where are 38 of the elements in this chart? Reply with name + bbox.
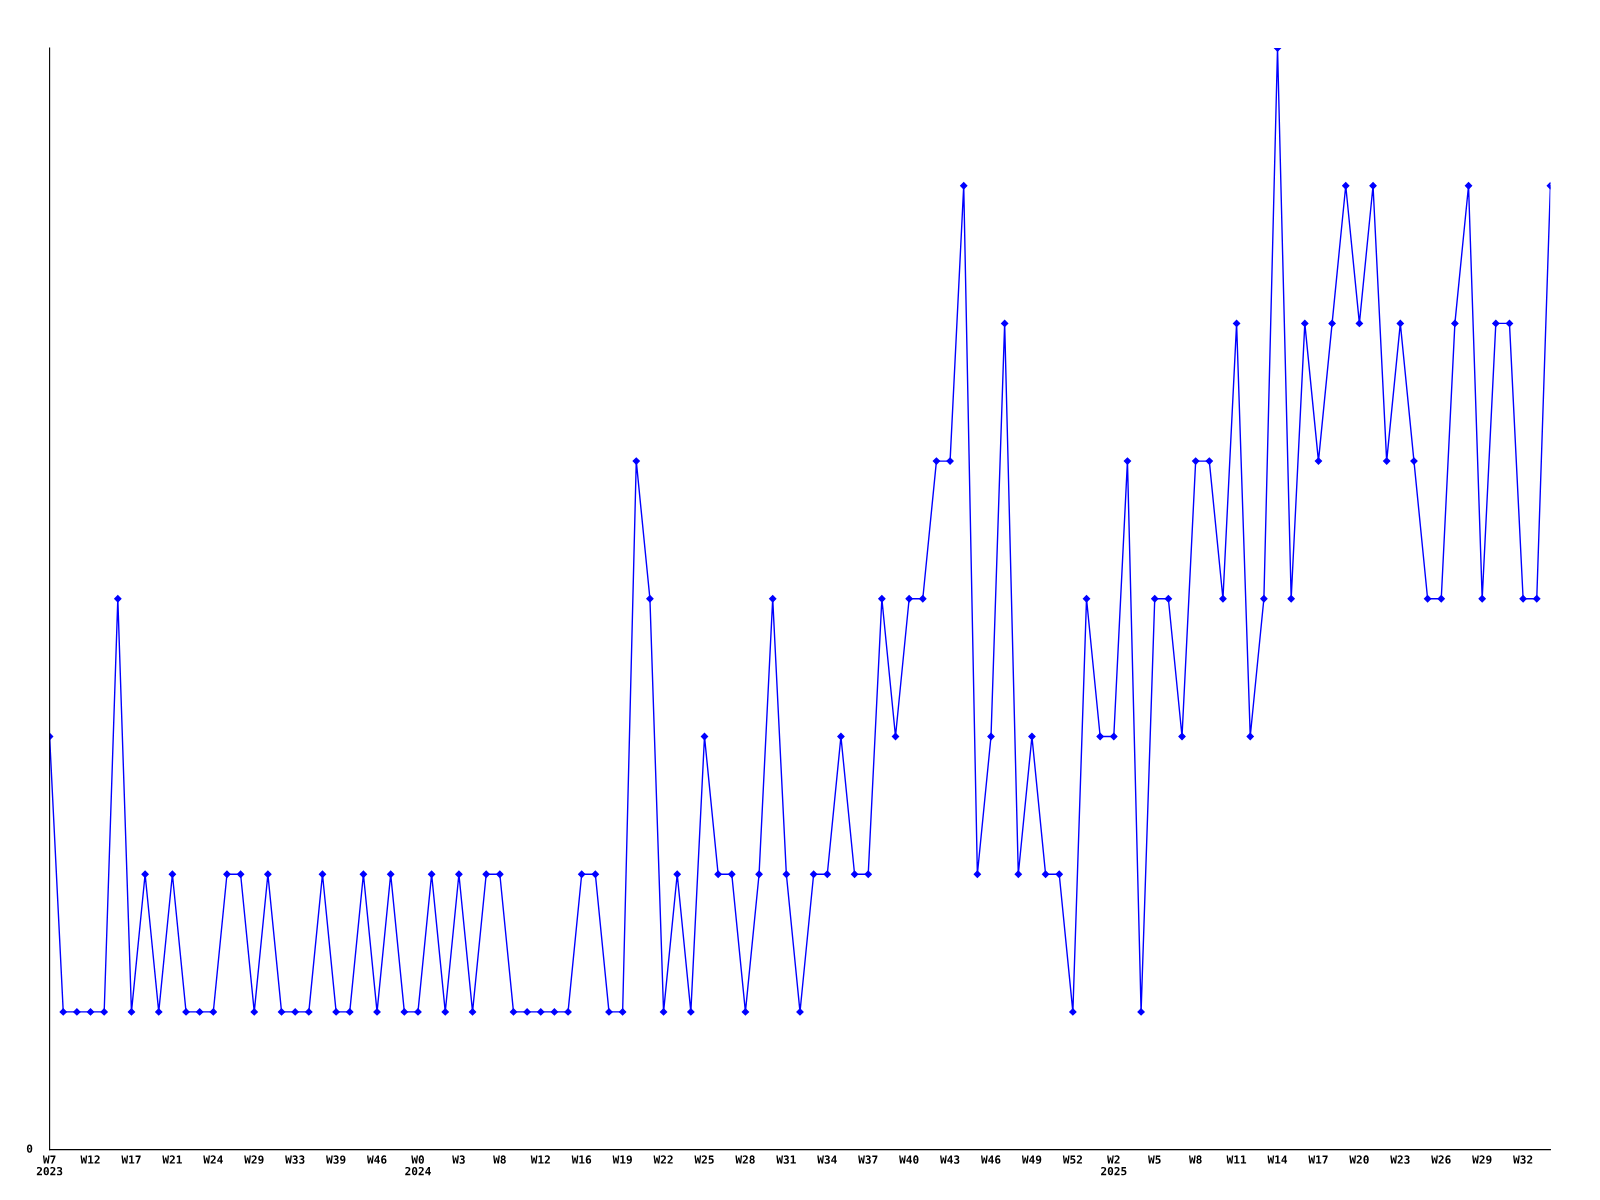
x-tick-label: W43 — [940, 1155, 960, 1164]
x-tick-label: W29 — [244, 1155, 264, 1164]
text: 0 — [26, 1144, 33, 1153]
x-tick-label: W39 — [326, 1155, 346, 1164]
x-tick-label: W16 — [571, 1155, 592, 1164]
x-tick-label: W26 — [1431, 1155, 1451, 1164]
x-tick-label: W2 2025 — [1101, 1155, 1127, 1176]
x-tick-label: W8 — [493, 1155, 506, 1164]
x-tick-label: W20 — [1349, 1155, 1369, 1164]
x-tick-label: W37 — [858, 1155, 878, 1164]
x-tick-label: W32 — [1513, 1155, 1533, 1164]
x-tick-label: W31 — [776, 1155, 796, 1164]
x-tick-label: W33 — [285, 1155, 305, 1164]
x-tick-label: W11 — [1226, 1155, 1247, 1164]
x-tick-label: W0 2024 — [405, 1155, 431, 1176]
x-tick-label: W25 — [694, 1155, 714, 1164]
x-tick-label: W17 — [1308, 1155, 1328, 1164]
x-tick-label: W3 — [452, 1155, 465, 1164]
x-tick-label: W12 — [530, 1155, 550, 1164]
x-tick-label: W34 — [817, 1155, 837, 1164]
x-tick-label: W21 — [162, 1155, 182, 1164]
x-tick-label: W29 — [1472, 1155, 1492, 1164]
x-tick-label: W28 — [735, 1155, 755, 1164]
x-tick-label: W24 — [203, 1155, 223, 1164]
x-tick-label: W23 — [1390, 1155, 1410, 1164]
x-tick-label: W22 — [653, 1155, 673, 1164]
x-tick-label: W52 — [1062, 1155, 1082, 1164]
x-tick-label: W7 2023 — [36, 1155, 63, 1176]
x-tick-label: W12 — [80, 1155, 100, 1164]
x-tick-label: W46 — [980, 1155, 1001, 1164]
x-tick-label: W8 — [1188, 1155, 1202, 1164]
x-tick-label: W17 — [121, 1155, 141, 1164]
x-tick-label: W46 — [367, 1155, 387, 1164]
x-tick-label: W49 — [1021, 1155, 1042, 1164]
x-tick-label: W40 — [899, 1155, 919, 1164]
x-tick-label: W5 — [1148, 1155, 1161, 1164]
x-tick-label: W14 — [1267, 1155, 1288, 1164]
x-tick-label: W19 — [612, 1155, 632, 1164]
